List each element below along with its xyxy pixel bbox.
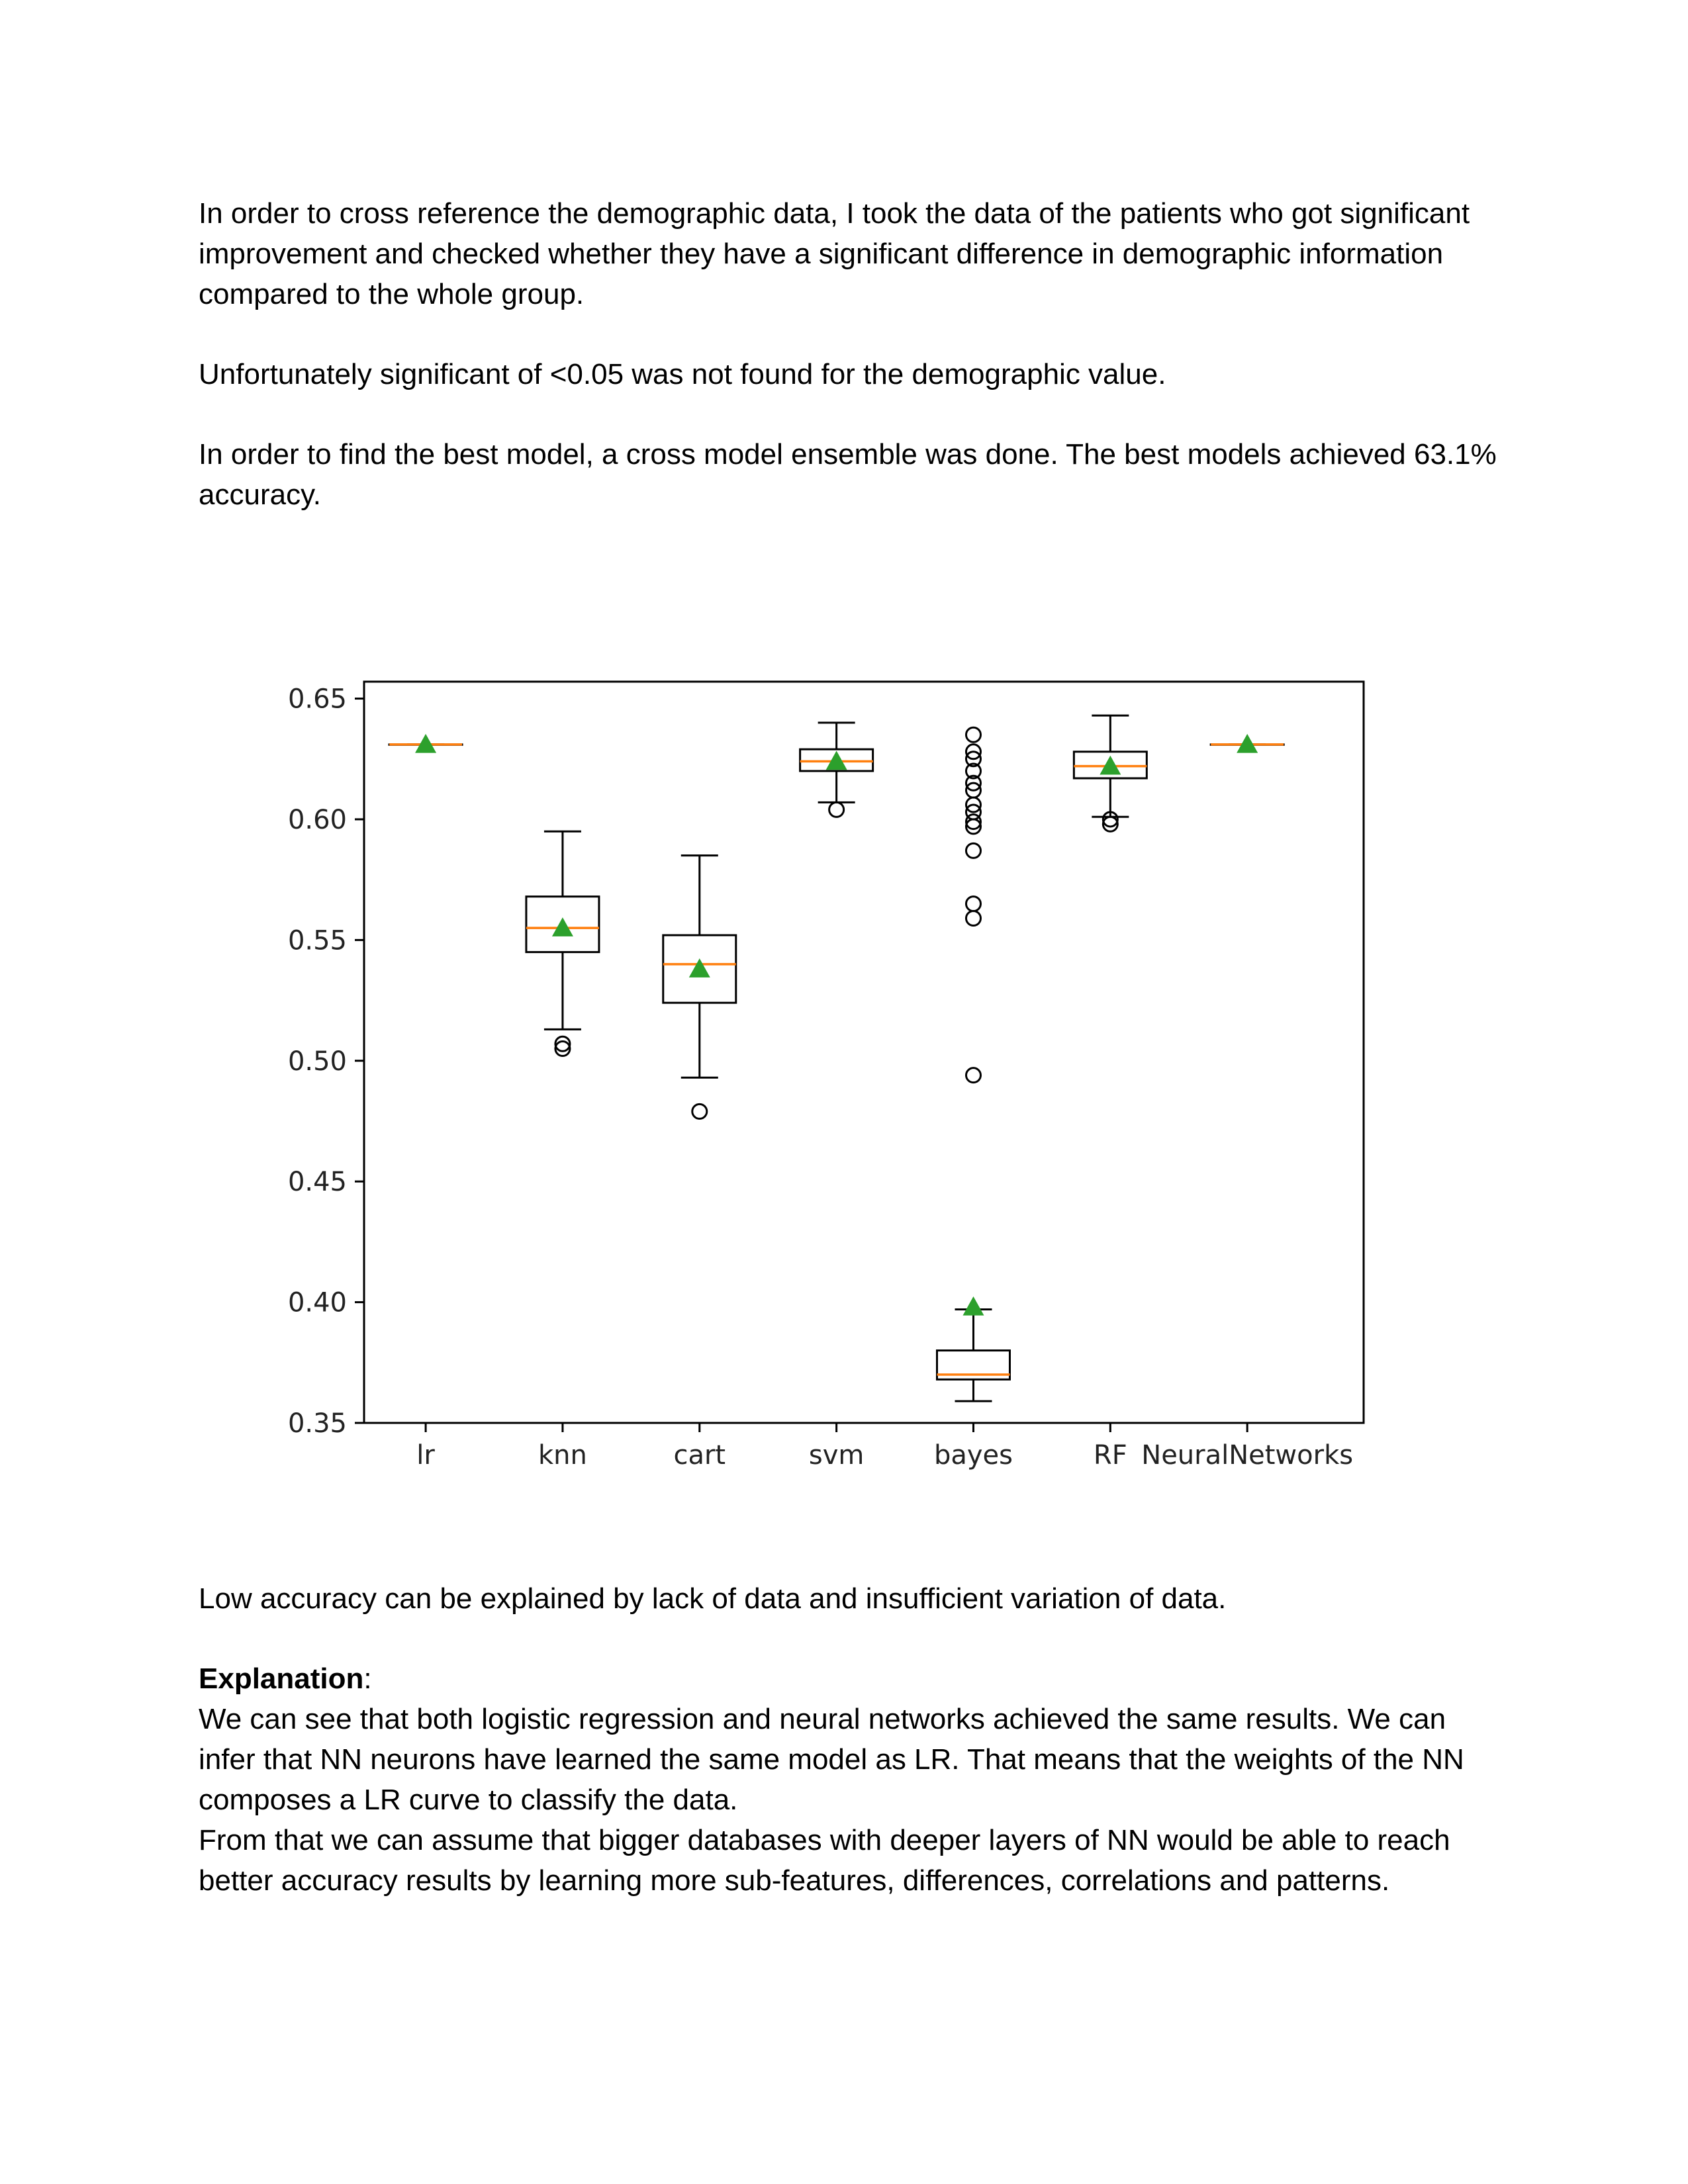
outlier-point — [964, 726, 982, 743]
outlier-point — [964, 895, 982, 913]
significance-paragraph: Unfortunately significant of <0.05 was n… — [199, 358, 1166, 390]
y-tick-label: 0.50 — [288, 1046, 347, 1077]
x-tick-label: cart — [673, 1440, 726, 1471]
explanation-heading-line: Explanation: — [199, 1659, 1509, 1699]
box-neuralnetworks — [1209, 733, 1285, 753]
outlier-point — [1102, 811, 1119, 828]
x-tick-label: lr — [416, 1440, 435, 1471]
mean-marker — [415, 733, 437, 753]
outlier-point — [964, 743, 982, 760]
y-tick-label: 0.35 — [288, 1408, 347, 1439]
outlier-point — [964, 813, 982, 831]
x-tick-label: bayes — [934, 1440, 1013, 1471]
box-svm — [799, 721, 874, 818]
outlier-point — [554, 1040, 571, 1058]
mean-marker — [688, 958, 710, 978]
mean-marker — [1237, 733, 1258, 753]
mean-marker — [962, 1296, 984, 1316]
plot-frame — [363, 680, 1365, 1424]
y-tick-label: 0.55 — [288, 925, 347, 956]
box-plot-chart: 0.35 0.40 0.45 0.50 0.55 0.60 0.65 lr knn cart svm… — [288, 680, 1365, 1471]
outlier-point — [964, 910, 982, 927]
x-tick-label: RF — [1094, 1440, 1127, 1471]
outlier-point — [554, 1035, 571, 1052]
x-tick-label: knn — [538, 1440, 587, 1471]
explanation-paragraph: We can see that both logistic regression… — [199, 1703, 1464, 1816]
outlier-point — [964, 762, 982, 780]
outlier-point — [964, 842, 982, 859]
iqr-box — [799, 748, 874, 772]
mean-marker — [551, 917, 573, 936]
iqr-box — [935, 1349, 1011, 1381]
low-accuracy-paragraph: Low accuracy can be explained by lack of… — [199, 1582, 1227, 1615]
outlier-point — [964, 803, 982, 821]
box-rf — [1072, 714, 1148, 833]
outlier-point — [691, 1103, 708, 1120]
y-tick-label: 0.45 — [288, 1167, 347, 1197]
box-lr — [388, 733, 463, 753]
y-tick-label: 0.65 — [288, 684, 347, 715]
outlier-point — [964, 782, 982, 799]
box-bayes — [935, 726, 1011, 1402]
explanation-heading: Explanation — [199, 1662, 364, 1695]
conclusion-paragraph: From that we can assume that bigger data… — [199, 1824, 1450, 1897]
outlier-point — [964, 774, 982, 792]
y-tick-label: 0.40 — [288, 1288, 347, 1318]
box-knn — [525, 830, 600, 1058]
mean-marker — [825, 751, 847, 770]
outlier-point — [964, 751, 982, 768]
box-cart — [662, 854, 737, 1120]
x-tick-label: svm — [809, 1440, 864, 1471]
outlier-point — [1102, 815, 1119, 833]
iqr-box — [1072, 751, 1148, 780]
best-model-paragraph: In order to find the best model, a cross… — [199, 438, 1497, 511]
outlier-point — [964, 1067, 982, 1084]
iqr-box — [525, 895, 600, 954]
iqr-box — [662, 934, 737, 1004]
y-tick-label: 0.60 — [288, 805, 347, 835]
mean-marker — [1100, 755, 1121, 775]
outlier-point — [828, 801, 845, 818]
explanation-colon: : — [363, 1662, 372, 1695]
intro-paragraph: In order to cross reference the demograp… — [199, 197, 1470, 310]
x-tick-label: NeuralNetworks — [1141, 1440, 1353, 1471]
